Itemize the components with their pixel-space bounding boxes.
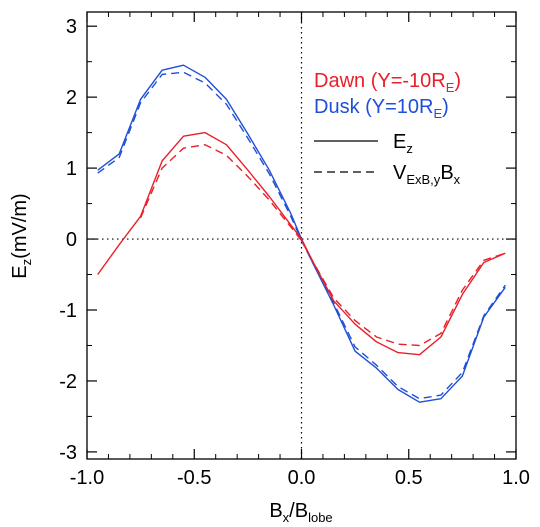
series-line-dawn_v [139,144,506,347]
x-axis-title: Bx/Blobe [269,500,332,525]
y-tick-label: 0 [66,229,77,251]
legend-dawn: Dawn (Y=-10RE) [314,70,461,95]
y-tick-label: 3 [66,16,77,38]
legend-dashed-label: VExB,yBx [393,162,461,187]
legend: Dawn (Y=-10RE) Dusk (Y=10RE) Ez VExB,yBx [314,70,461,187]
y-tick-label: -1 [59,300,77,322]
series-line-dusk_v [97,71,506,400]
legend-solid-label: Ez [393,131,413,156]
legend-dusk: Dusk (Y=10RE) [314,96,449,121]
x-tick-label: 0.0 [288,467,316,489]
x-tick-label: 1.0 [502,467,530,489]
series-group [97,64,506,403]
y-axis-title: Ez(mV/m) [9,193,34,278]
zero-lines [87,12,516,459]
x-tick-label: 0.5 [395,467,423,489]
series-line-dawn_ez [97,131,506,356]
x-tick-label: -0.5 [177,467,211,489]
y-tick-label: 1 [66,158,77,180]
y-tick-label: -2 [59,371,77,393]
x-tick-label: -1.0 [70,467,104,489]
y-tick-label: -3 [59,442,77,464]
axis-ticks: -1.0 -0.5 0.0 0.5 1.0 -3 -2 -1 0 1 2 3 [59,12,530,489]
y-tick-label: 2 [66,87,77,109]
